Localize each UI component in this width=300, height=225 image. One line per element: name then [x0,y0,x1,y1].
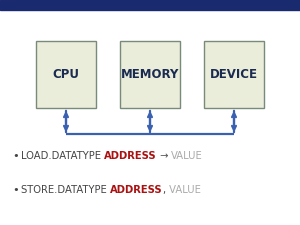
Text: ADDRESS: ADDRESS [110,185,163,195]
Text: DEVICE: DEVICE [210,68,258,81]
Text: STORE.DATATYPE: STORE.DATATYPE [21,185,110,195]
FancyBboxPatch shape [36,40,96,108]
Text: VALUE: VALUE [171,151,203,161]
Text: LOAD.DATATYPE: LOAD.DATATYPE [21,151,104,161]
Text: •: • [12,185,19,195]
Text: MEMORY: MEMORY [121,68,179,81]
FancyBboxPatch shape [204,40,264,108]
Bar [0,0,300,10]
Text: CPU: CPU [52,68,80,81]
Text: ,: , [163,185,166,195]
Text: ADDRESS: ADDRESS [104,151,157,161]
Text: →: → [157,151,171,161]
Text: VALUE: VALUE [166,185,200,195]
FancyBboxPatch shape [120,40,180,108]
Text: •: • [12,151,19,161]
